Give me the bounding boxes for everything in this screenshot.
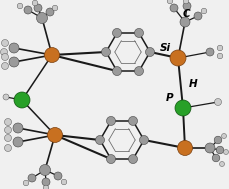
Circle shape [106, 116, 115, 125]
Circle shape [61, 179, 66, 185]
Circle shape [42, 178, 50, 186]
Text: P: P [165, 93, 172, 103]
Circle shape [52, 5, 57, 11]
Circle shape [13, 137, 23, 147]
Circle shape [177, 140, 192, 156]
Circle shape [3, 94, 9, 100]
Circle shape [14, 92, 30, 108]
Circle shape [139, 136, 148, 145]
Circle shape [54, 172, 62, 180]
Circle shape [46, 8, 54, 16]
Circle shape [166, 0, 172, 4]
Text: H: H [188, 79, 196, 89]
Circle shape [179, 17, 189, 27]
Circle shape [5, 145, 11, 152]
Circle shape [211, 154, 219, 162]
Circle shape [2, 40, 8, 46]
Circle shape [204, 143, 214, 153]
Circle shape [9, 43, 19, 53]
Circle shape [215, 146, 223, 154]
Circle shape [128, 116, 137, 125]
Circle shape [44, 47, 59, 63]
Circle shape [34, 4, 42, 12]
Circle shape [24, 6, 32, 14]
Circle shape [169, 50, 185, 66]
Circle shape [5, 126, 11, 133]
Circle shape [5, 135, 11, 142]
Circle shape [112, 29, 121, 37]
Circle shape [112, 67, 121, 76]
Circle shape [2, 63, 8, 70]
Circle shape [183, 0, 188, 4]
Circle shape [193, 12, 201, 20]
Circle shape [9, 57, 19, 67]
Circle shape [17, 3, 23, 9]
Circle shape [43, 185, 49, 189]
Circle shape [95, 136, 104, 145]
Circle shape [145, 47, 154, 57]
Circle shape [169, 4, 177, 12]
Circle shape [174, 100, 190, 116]
Circle shape [13, 123, 23, 133]
Circle shape [205, 48, 213, 56]
Circle shape [221, 133, 226, 139]
Text: C: C [182, 9, 190, 19]
Circle shape [182, 2, 190, 10]
Circle shape [106, 155, 115, 163]
Circle shape [128, 155, 137, 163]
Circle shape [39, 164, 50, 176]
Text: Si: Si [159, 43, 170, 53]
Circle shape [2, 53, 8, 60]
Circle shape [134, 29, 143, 37]
Circle shape [223, 149, 227, 154]
Circle shape [5, 119, 11, 125]
Circle shape [134, 67, 143, 76]
Circle shape [214, 98, 221, 105]
Circle shape [216, 45, 222, 51]
Circle shape [47, 128, 62, 143]
Circle shape [218, 161, 224, 167]
Circle shape [23, 180, 29, 186]
Circle shape [101, 47, 110, 57]
Circle shape [200, 8, 206, 14]
Circle shape [213, 136, 221, 144]
Circle shape [216, 53, 222, 59]
Circle shape [0, 49, 8, 56]
Circle shape [36, 12, 47, 23]
Circle shape [28, 174, 36, 182]
Circle shape [32, 0, 38, 6]
